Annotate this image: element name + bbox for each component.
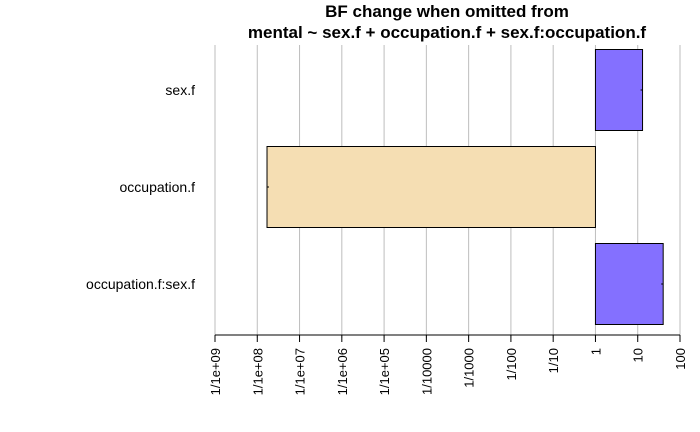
x-tick-label-2: 1/1e+07 (293, 348, 308, 395)
x-tick-label-6: 1/1000 (462, 348, 477, 388)
bar-0 (594, 49, 644, 131)
bars (266, 49, 664, 325)
x-tick-label-4: 1/1e+05 (377, 348, 392, 395)
x-tick-label-7: 1/100 (504, 348, 519, 381)
x-axis: 1/1e+09 1/1e+08 1/1e+07 1/1e+06 1/1e+05 1/100… (208, 334, 688, 395)
category-label-1: occupation.f (120, 179, 196, 195)
bar-2 (594, 243, 664, 325)
category-labels: sex.f occupation.f occupation.f:sex.f (86, 82, 195, 292)
bar-1 (266, 146, 596, 228)
x-tick-label-11: 100 (673, 348, 688, 370)
x-tick-label-0: 1/1e+09 (208, 348, 223, 395)
x-tick-label-1: 1/1e+08 (250, 348, 265, 395)
category-label-0: sex.f (165, 82, 195, 98)
x-tick-label-9: 1 (588, 348, 603, 355)
x-tick-label-8: 1/10 (546, 348, 561, 373)
x-tick-label-10: 10 (631, 348, 646, 362)
chart-title: BF change when omitted from (325, 2, 569, 21)
chart-subtitle: mental ~ sex.f + occupation.f + sex.f:oc… (248, 23, 647, 42)
x-tick-label-5: 1/10000 (419, 348, 434, 395)
x-tick-label-3: 1/1e+06 (335, 348, 350, 395)
category-label-2: occupation.f:sex.f (86, 276, 195, 292)
